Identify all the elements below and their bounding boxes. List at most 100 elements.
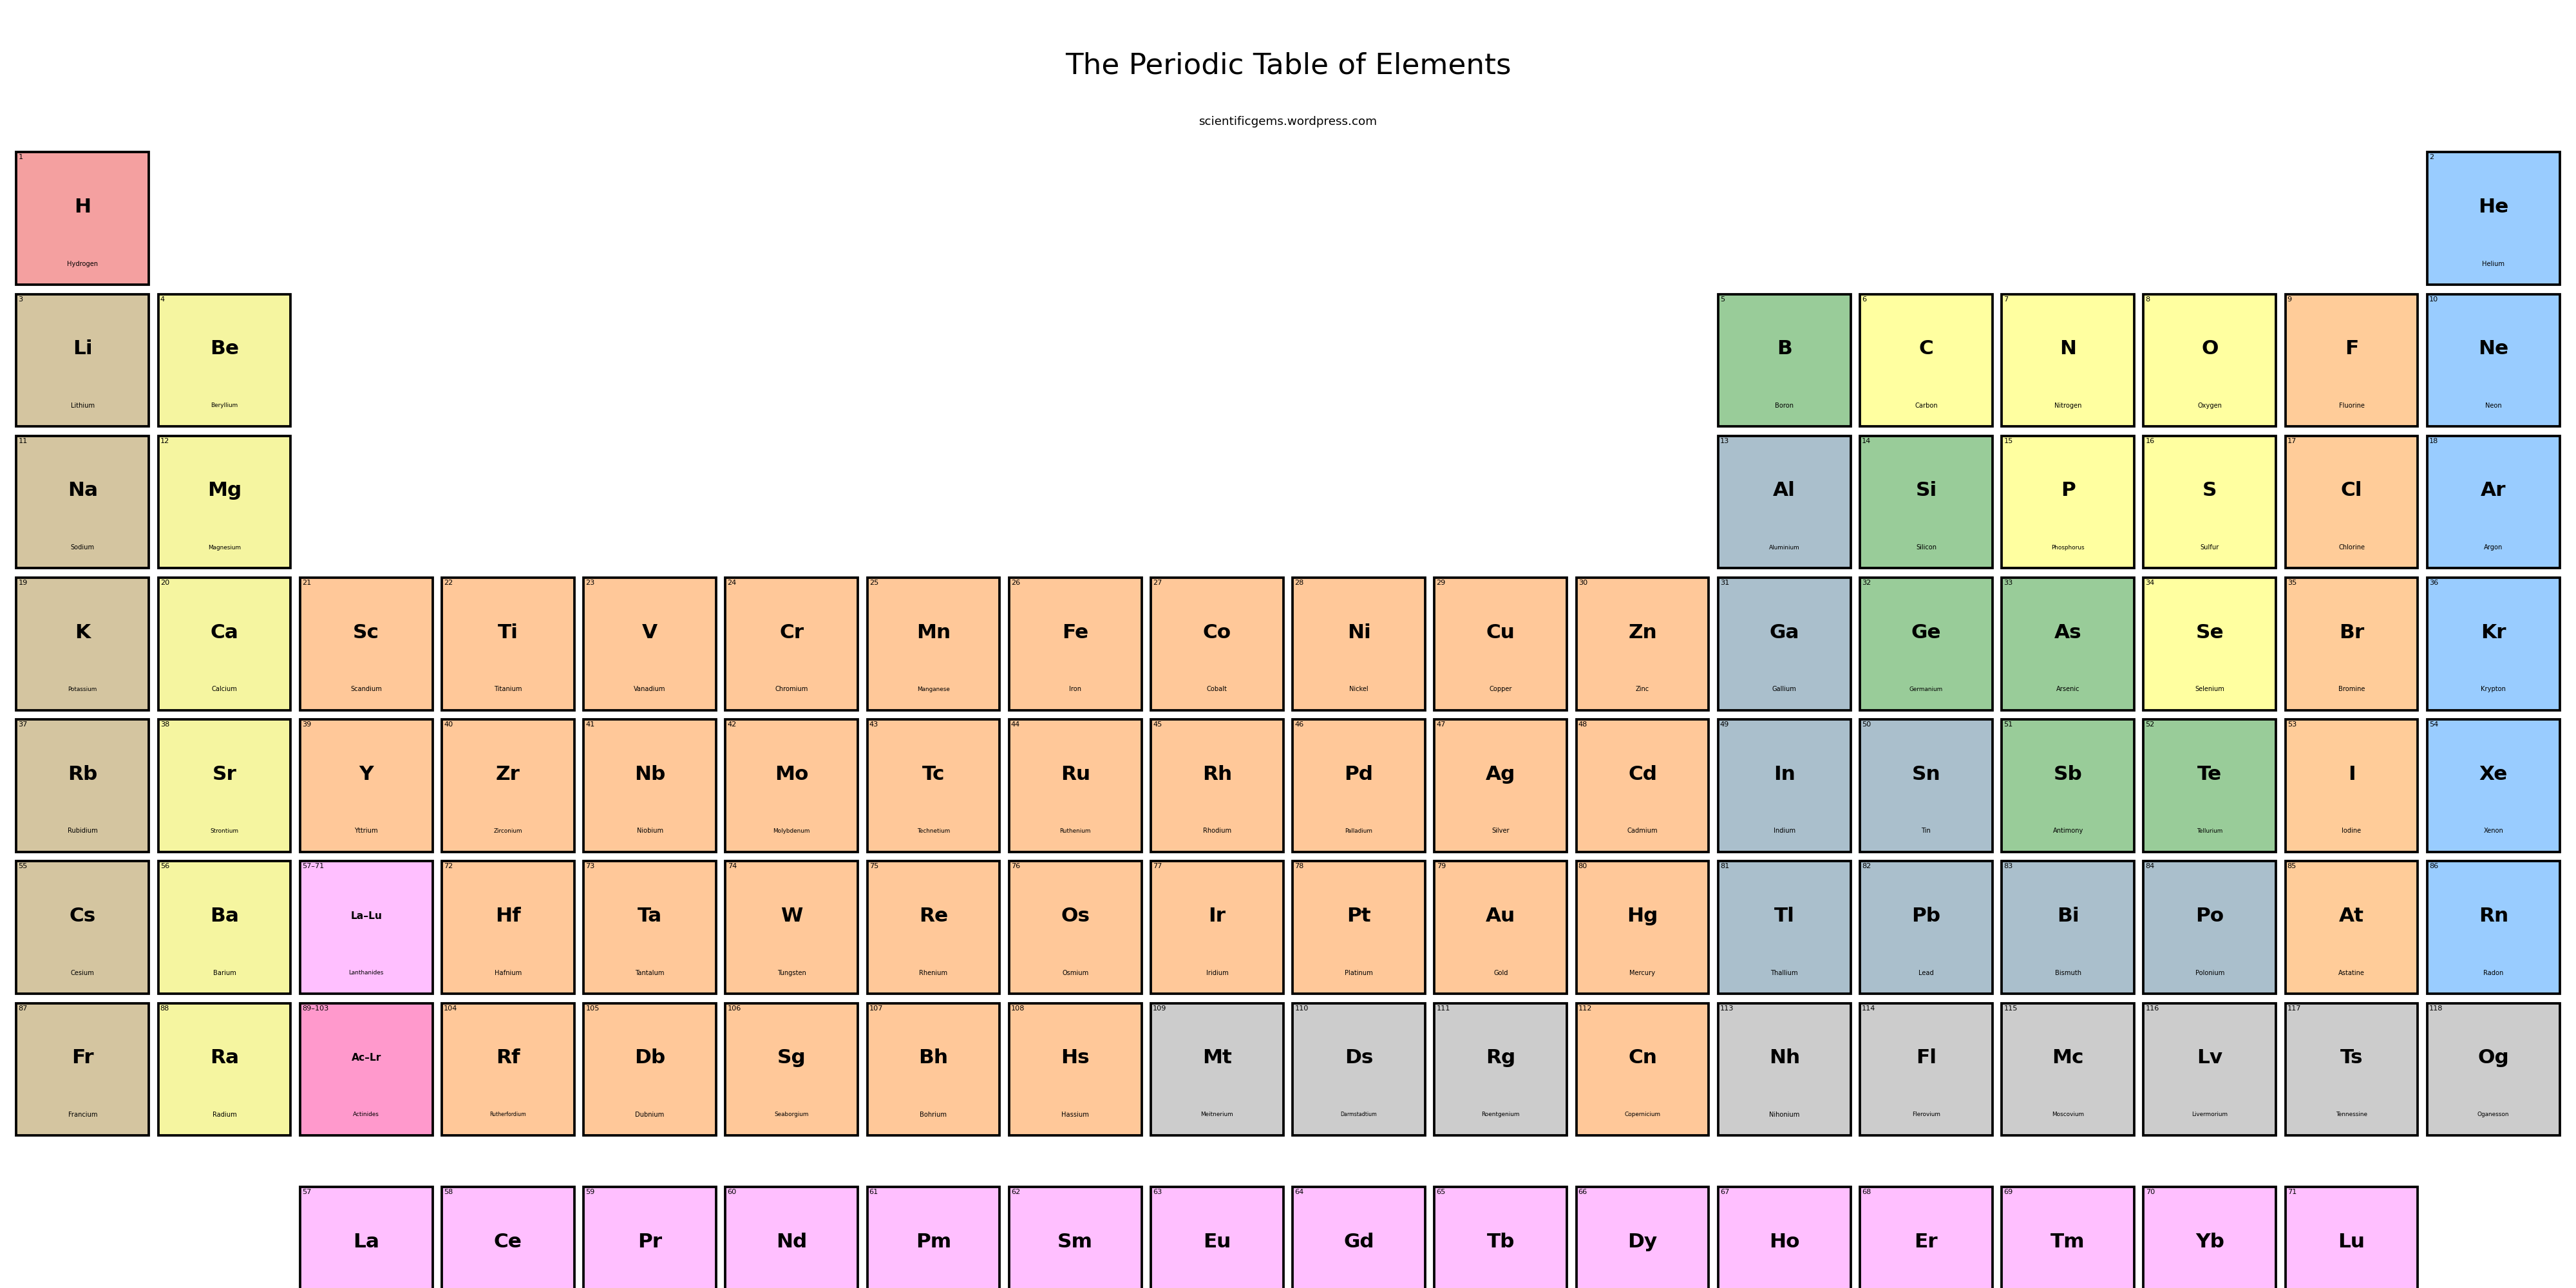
Bar [2427,435,2561,568]
Text: 112: 112 [1579,1005,1592,1011]
Bar [157,720,291,851]
Text: Nh: Nh [1770,1048,1801,1068]
Bar [1293,1188,1425,1288]
Text: 74: 74 [726,863,737,869]
Text: Aluminium: Aluminium [1770,545,1801,550]
Text: 88: 88 [160,1005,170,1011]
Text: 84: 84 [2146,863,2154,869]
Bar [1577,1003,1708,1136]
Text: Copper: Copper [1489,687,1512,693]
Bar [1010,862,1141,994]
Text: Roentgenium: Roentgenium [1481,1112,1520,1118]
Bar [2285,294,2419,426]
Bar [585,577,716,710]
Text: Strontium: Strontium [211,828,240,833]
Text: Nd: Nd [775,1233,806,1251]
Text: Ho: Ho [1770,1233,1801,1251]
Bar [2002,294,2133,426]
Text: Francium: Francium [67,1112,98,1118]
Bar [1860,435,1991,568]
Text: Potassium: Potassium [67,687,98,692]
Text: 10: 10 [2429,296,2439,303]
Text: Gold: Gold [1494,970,1507,976]
Bar [2427,1003,2561,1136]
Text: Au: Au [1486,907,1515,926]
Text: 114: 114 [1862,1005,1875,1011]
Text: 104: 104 [443,1005,459,1011]
Text: H: H [75,198,90,216]
Bar [157,435,291,568]
Text: 64: 64 [1296,1189,1303,1195]
Text: Phosphorus: Phosphorus [2050,545,2084,550]
Text: Fr: Fr [72,1048,93,1068]
Bar [1435,862,1566,994]
Bar [443,577,574,710]
Text: 116: 116 [2146,1005,2159,1011]
Bar [726,720,858,851]
Text: 37: 37 [18,721,28,728]
Text: Y: Y [358,765,374,783]
Text: 1: 1 [18,155,23,161]
Text: 108: 108 [1010,1005,1025,1011]
Text: Ce: Ce [495,1233,523,1251]
Text: 20: 20 [160,580,170,586]
Text: Li: Li [72,340,93,358]
Text: Barium: Barium [214,970,237,976]
Text: scientificgems.wordpress.com: scientificgems.wordpress.com [1198,116,1378,128]
Bar [585,1003,716,1136]
Text: Lead: Lead [1919,970,1935,976]
Text: Chlorine: Chlorine [2339,545,2365,551]
Text: Ti: Ti [497,623,518,641]
Bar [2002,1003,2133,1136]
Text: Cesium: Cesium [70,970,95,976]
Text: Nitrogen: Nitrogen [2053,402,2081,408]
Text: 54: 54 [2429,721,2439,728]
Text: C: C [1919,340,1935,358]
Text: 61: 61 [868,1189,878,1195]
Text: Livermorium: Livermorium [2192,1112,2228,1118]
Text: 30: 30 [1579,580,1587,586]
Text: Argon: Argon [2483,545,2504,551]
Bar [443,720,574,851]
Text: Sr: Sr [211,765,237,783]
Text: 35: 35 [2287,580,2295,586]
Text: 41: 41 [585,721,595,728]
Text: Krypton: Krypton [2481,687,2506,693]
Text: Yb: Yb [2195,1233,2223,1251]
Text: Si: Si [1917,482,1937,500]
Text: 36: 36 [2429,580,2439,586]
Text: 51: 51 [2004,721,2012,728]
Bar [726,577,858,710]
Bar [1151,1003,1283,1136]
Text: 8: 8 [2146,296,2151,303]
Text: Rutherfordium: Rutherfordium [489,1112,526,1118]
Text: Calcium: Calcium [211,687,237,693]
Text: 25: 25 [868,580,878,586]
Bar [2143,577,2277,710]
Text: 57–71: 57–71 [301,863,325,869]
Bar [1577,577,1708,710]
Text: Beryllium: Beryllium [211,403,237,408]
Text: Tellurium: Tellurium [2197,828,2223,833]
Text: 82: 82 [1862,863,1870,869]
Text: 4: 4 [160,296,165,303]
Text: I: I [2347,765,2354,783]
Text: Bismuth: Bismuth [2056,970,2081,976]
Text: Tm: Tm [2050,1233,2084,1251]
Text: Tantalum: Tantalum [636,970,665,976]
Text: At: At [2339,907,2365,926]
Text: 52: 52 [2146,721,2154,728]
Text: 66: 66 [1579,1189,1587,1195]
Bar [1151,577,1283,710]
Text: F: F [2344,340,2360,358]
Text: 72: 72 [443,863,453,869]
Bar [2143,1188,2277,1288]
Text: 23: 23 [585,580,595,586]
Text: 27: 27 [1154,580,1162,586]
Text: 31: 31 [1721,580,1728,586]
Text: 42: 42 [726,721,737,728]
Text: Seaborgium: Seaborgium [775,1112,809,1118]
Text: 43: 43 [868,721,878,728]
Text: Osmium: Osmium [1061,970,1090,976]
Bar [1435,720,1566,851]
